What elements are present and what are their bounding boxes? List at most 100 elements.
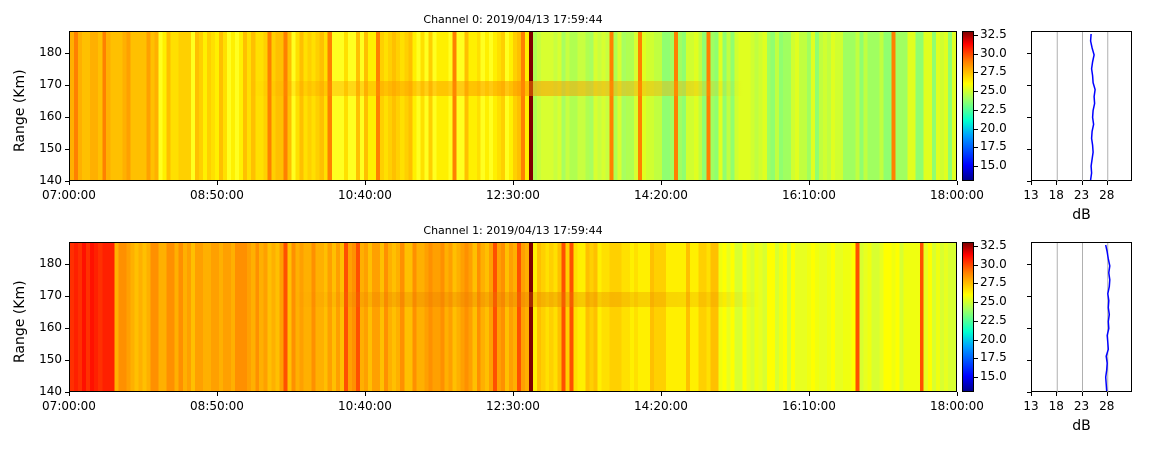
x-tick-label: 12:30:00 <box>486 399 540 413</box>
profile-y-tick-mark <box>1027 328 1031 330</box>
y-tick-label: 140 <box>39 173 62 187</box>
profile-svg <box>1056 243 1111 393</box>
colorbar-tick-label: 25.0 <box>980 83 1007 97</box>
x-tick-mark <box>69 181 70 185</box>
colorbar-tick-label: 15.0 <box>980 158 1007 172</box>
profile-x-tick-label: 18 <box>1048 399 1064 413</box>
profile-x-label: dB <box>1072 207 1091 223</box>
heatmap-band <box>70 80 956 96</box>
heatmap-area <box>69 31 957 181</box>
colorbar-tick-mark <box>974 283 978 285</box>
profile-x-tick-mark <box>1081 392 1083 396</box>
x-tick-mark <box>365 392 366 396</box>
colorbar-tick-label: 17.5 <box>980 139 1007 154</box>
profile-x-tick-mark <box>1031 392 1032 396</box>
profile-y-tick-mark <box>1027 53 1031 55</box>
x-tick-label: 08:50:00 <box>190 399 244 413</box>
x-tick-mark <box>365 181 366 185</box>
y-tick-mark <box>65 181 69 182</box>
colorbar-tick-label: 25.0 <box>980 294 1007 308</box>
colorbar-tick-label: 15.0 <box>980 369 1007 383</box>
profile-x-label: dB <box>1072 418 1091 434</box>
heatmap-stripes <box>70 243 956 391</box>
profile-x-tick-label: 28 <box>1099 399 1115 413</box>
y-tick-mark <box>65 392 69 393</box>
colorbar-tick-mark <box>974 72 978 74</box>
y-tick-mark <box>65 53 69 55</box>
colorbar-tick-label: 27.5 <box>980 64 1007 79</box>
x-tick-label: 18:00:00 <box>930 188 984 202</box>
colorbar-tick-mark <box>974 302 978 303</box>
profile-y-tick-mark <box>1027 117 1031 119</box>
colorbar <box>962 31 974 181</box>
y-tick-mark <box>65 149 69 151</box>
colorbar-tick-label: 32.5 <box>980 237 1007 252</box>
y-tick-mark <box>65 264 69 266</box>
colorbar-tick-mark <box>974 109 978 111</box>
colorbar <box>962 242 974 392</box>
y-tick-mark <box>65 117 69 119</box>
colorbar-tick-mark <box>974 358 978 360</box>
x-tick-mark <box>661 392 662 396</box>
colorbar-tick-mark <box>974 320 978 322</box>
colorbar-tick-label: 20.0 <box>980 331 1007 346</box>
x-tick-mark <box>513 181 514 185</box>
colorbar-tick-mark <box>974 34 978 36</box>
profile-y-tick-mark <box>1027 264 1031 266</box>
chart-title: Channel 1: 2019/04/13 17:59:44 <box>423 224 603 237</box>
colorbar-tick-mark <box>974 339 978 341</box>
colorbar-tick-label: 17.5 <box>980 350 1007 365</box>
x-tick-mark <box>957 181 958 185</box>
x-tick-label: 10:40:00 <box>338 188 392 202</box>
x-tick-label: 12:30:00 <box>486 188 540 202</box>
x-tick-label: 10:40:00 <box>338 399 392 413</box>
heatmap-stripes <box>70 32 956 180</box>
profile-x-tick-mark <box>1056 181 1058 185</box>
profile-line <box>1104 244 1111 392</box>
x-tick-label: 07:00:00 <box>42 188 96 202</box>
x-tick-mark <box>69 392 70 396</box>
y-tick-label: 180 <box>39 45 62 60</box>
channel-0-panel: Channel 0: 2019/04/13 17:59:44 Range (Km… <box>12 13 1132 223</box>
x-tick-mark <box>513 392 514 396</box>
profile-x-tick-label: 28 <box>1099 188 1115 202</box>
profile-x-tick-mark <box>1081 181 1083 185</box>
colorbar-tick-label: 20.0 <box>980 120 1007 135</box>
profile-y-tick-mark <box>1027 296 1031 298</box>
colorbar-tick-label: 22.5 <box>980 312 1007 327</box>
chart-title: Channel 0: 2019/04/13 17:59:44 <box>423 13 603 26</box>
profile-x-tick-label: 23 <box>1073 399 1090 413</box>
heatmap-band <box>70 291 956 307</box>
x-tick-mark <box>809 392 810 396</box>
profile-svg <box>1056 32 1109 182</box>
heatmap-area <box>69 242 957 392</box>
x-tick-label: 08:50:00 <box>190 188 244 202</box>
colorbar-tick-mark <box>974 91 978 92</box>
colorbar-tick-mark <box>974 128 978 130</box>
x-tick-label: 14:20:00 <box>634 399 688 413</box>
y-tick-mark <box>65 85 69 87</box>
profile-y-tick-mark <box>1027 360 1031 362</box>
x-tick-label: 07:00:00 <box>42 399 96 413</box>
colorbar-tick-label: 32.5 <box>980 26 1007 41</box>
channel-1-panel: Channel 1: 2019/04/13 17:59:44 Range (Km… <box>0 211 1150 436</box>
y-tick-label: 180 <box>39 256 62 271</box>
y-tick-label: 140 <box>39 384 62 398</box>
y-tick-label: 160 <box>39 109 62 124</box>
y-tick-mark <box>65 296 69 298</box>
profile-y-tick-mark <box>1027 181 1031 182</box>
profile-y-tick-mark <box>1027 149 1031 151</box>
x-tick-mark <box>957 392 958 396</box>
y-tick-mark <box>65 360 69 362</box>
x-tick-label: 18:00:00 <box>930 399 984 413</box>
y-tick-label: 170 <box>39 288 62 303</box>
x-tick-mark <box>217 392 218 396</box>
x-tick-label: 14:20:00 <box>634 188 688 202</box>
y-tick-label: 150 <box>39 352 62 367</box>
y-tick-label: 160 <box>39 320 62 335</box>
colorbar-tick-mark <box>974 377 978 378</box>
colorbar-tick-mark <box>974 245 978 247</box>
profile-y-tick-mark <box>1027 392 1031 393</box>
y-tick-label: 150 <box>39 141 62 156</box>
colorbar-tick-label: 30.0 <box>980 45 1007 60</box>
